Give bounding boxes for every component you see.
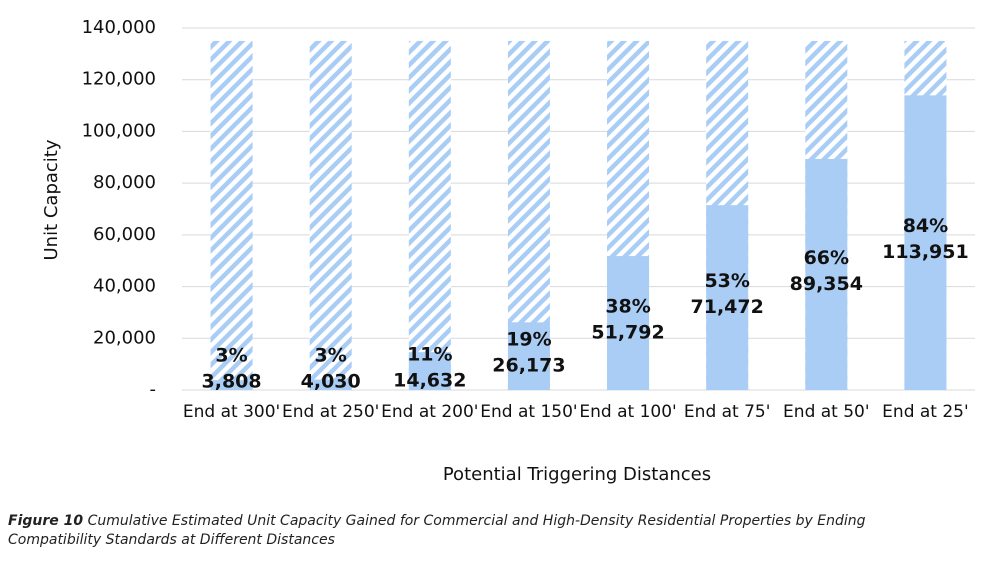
bar [507,322,550,390]
y-tick-label: 140,000 [82,17,156,38]
share-label: 3% [315,345,347,367]
x-tick-label: End at 25' [882,402,969,422]
value-label: 89,354 [790,273,863,295]
y-tick-label: - [150,379,157,400]
share-label: 66% [804,247,849,269]
y-tick-label: 40,000 [93,276,156,297]
x-tick-label: End at 150' [480,402,578,422]
x-tick-label: End at 75' [683,402,771,422]
y-tick-label: 120,000 [82,69,156,90]
total-bar [408,40,451,391]
total-bar [210,40,253,391]
total-bar [309,40,352,391]
share-label: 53% [704,270,749,292]
bar [805,158,848,390]
share-label: 84% [903,215,948,237]
share-label: 19% [506,329,551,351]
x-tick-label: End at 250' [282,402,380,422]
share-label: 3% [215,345,247,367]
y-axis-label: Unit Capacity [41,139,62,260]
bar [706,205,749,390]
value-label: 71,472 [691,296,764,318]
bar [210,380,253,390]
y-tick-label: 20,000 [93,327,156,348]
value-label: 51,792 [591,322,664,344]
value-label: 14,632 [393,370,466,392]
x-tick-label: End at 300' [182,402,281,422]
value-label: 4,030 [301,371,361,393]
x-tick-label: End at 50' [783,402,870,422]
bar [408,352,451,390]
chart: Unit Capacity Potential Triggering Dista… [41,17,975,485]
caption: Figure 10 Cumulative Estimated Unit Capa… [8,512,938,550]
value-label: 3,808 [202,371,262,393]
y-tick-label: 100,000 [82,120,156,141]
caption-text: Cumulative Estimated Unit Capacity Gaine… [8,513,866,548]
caption-label: Figure 10 [8,513,84,529]
value-label: 26,173 [492,355,565,377]
share-label: 11% [407,344,452,366]
value-label: 113,951 [882,241,969,263]
x-tick-label: End at 200' [381,402,479,422]
share-label: 38% [605,296,650,318]
bar [607,256,650,390]
x-tick-label: End at 100' [579,402,677,422]
y-tick-label: 60,000 [93,224,156,245]
y-tick-label: 80,000 [93,172,156,193]
bar [904,95,947,390]
x-axis-label: Potential Triggering Distances [443,464,711,485]
bar [309,379,352,390]
